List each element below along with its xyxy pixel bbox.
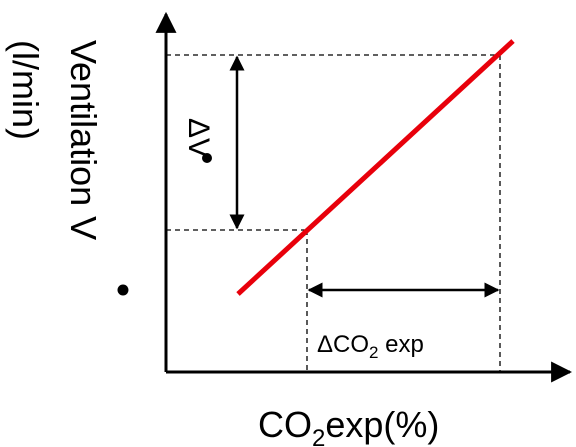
guide-lines — [166, 54, 501, 372]
x-axis-label: CO2exp(%) — [258, 404, 439, 447]
delta-co2-label: ΔCO2 exp — [317, 331, 424, 362]
delta-v-dot — [202, 153, 212, 163]
delta-v-label: ΔV — [182, 118, 215, 158]
y-axis-label-dot — [117, 284, 129, 296]
y-axis-unit: (l/min) — [5, 40, 46, 140]
y-axis-label-group: Ventilation V — [63, 40, 104, 240]
y-axis-unit-group: (l/min) — [5, 40, 46, 140]
ventilation-response-line — [236, 39, 515, 296]
delta-v-label-group: ΔV — [182, 118, 215, 158]
y-axis-label: Ventilation V — [63, 40, 104, 240]
